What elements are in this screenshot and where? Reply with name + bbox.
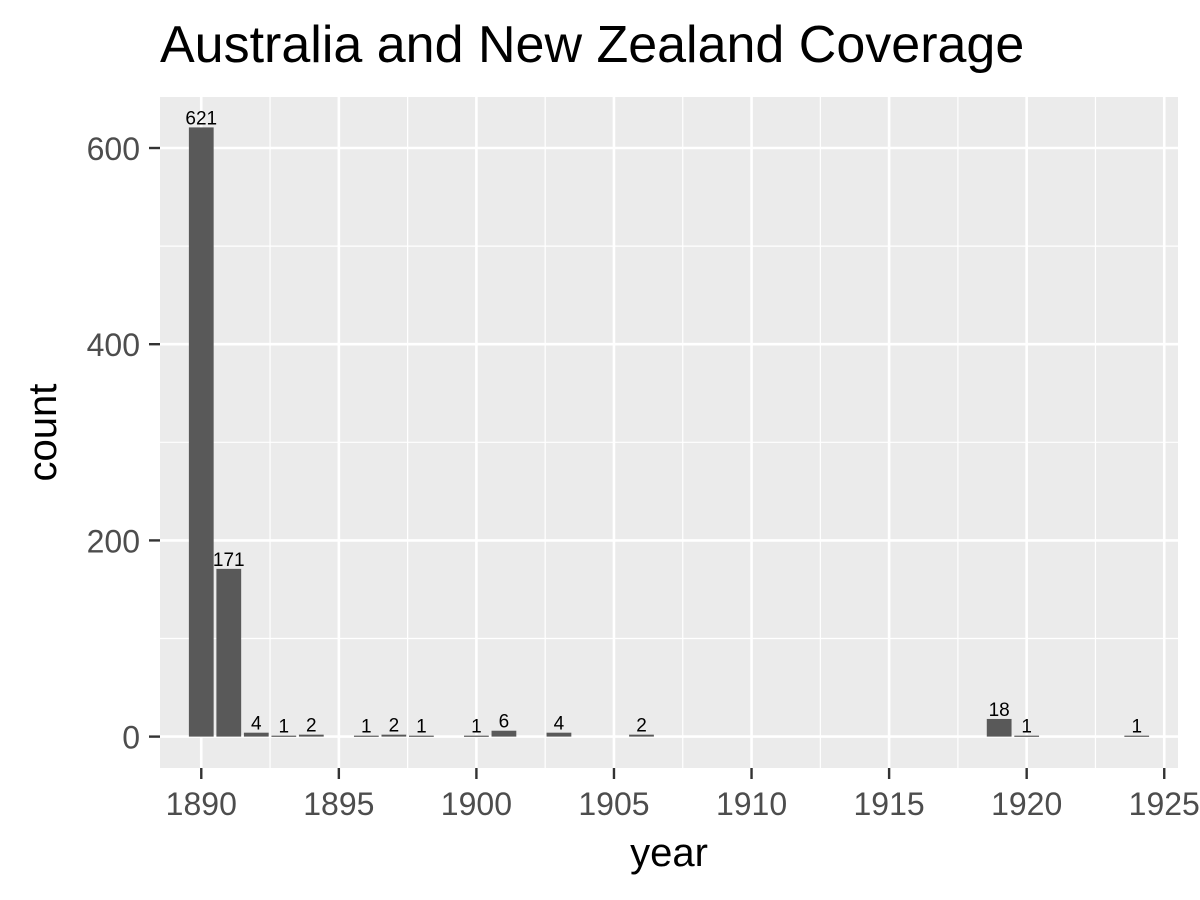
bar-value-label: 1 (361, 717, 372, 738)
bar-value-label: 1 (1131, 717, 1142, 738)
bar-value-label: 2 (389, 716, 400, 737)
y-tick-label: 600 (87, 131, 140, 167)
bar (1124, 735, 1150, 737)
bar (243, 732, 269, 737)
y-axis: 0 200 400 600 (87, 131, 160, 756)
chart-title: Australia and New Zealand Coverage (160, 16, 1024, 74)
x-tick-label: 1905 (578, 786, 649, 822)
bar (629, 734, 654, 737)
bar-value-label: 2 (636, 716, 647, 737)
x-tick-label: 1915 (854, 786, 925, 822)
bar-value-label: 6 (499, 712, 510, 733)
y-tick-label: 400 (87, 327, 140, 363)
bar (464, 735, 489, 737)
bar (381, 734, 407, 737)
x-tick-label: 1910 (716, 786, 787, 822)
x-tick-label: 1890 (166, 786, 237, 822)
bar (1014, 735, 1040, 737)
bar-value-label: 171 (213, 550, 245, 571)
x-axis-title: year (630, 831, 708, 875)
y-tick-label: 0 (122, 720, 140, 756)
bar-value-label: 4 (251, 714, 262, 735)
bar (298, 734, 324, 737)
plot-panel (160, 97, 1178, 768)
bar (986, 718, 1012, 737)
minor-gridlines (160, 97, 1178, 768)
bar (408, 735, 434, 737)
x-tick-label: 1925 (1129, 786, 1200, 822)
bar-value-label: 2 (306, 716, 317, 737)
bar-value-label: 1 (1021, 717, 1032, 738)
bar-value-label: 1 (279, 717, 290, 738)
bar (546, 732, 572, 737)
bar (271, 735, 297, 737)
bar (188, 127, 214, 737)
bar-value-label: 4 (554, 714, 565, 735)
y-axis-title: count (21, 384, 65, 482)
x-tick-label: 1900 (441, 786, 512, 822)
bar (491, 730, 517, 737)
bar-value-label: 1 (471, 717, 482, 738)
bar-value-label: 621 (185, 108, 217, 129)
x-axis: 1890 1895 1900 1905 1910 1915 1920 1925 (166, 768, 1200, 822)
bar (216, 568, 242, 737)
bar-value-label: 1 (416, 717, 427, 738)
bar-value-label: 18 (989, 700, 1010, 721)
x-tick-label: 1920 (991, 786, 1062, 822)
y-tick-label: 200 (87, 523, 140, 559)
x-tick-label: 1895 (303, 786, 374, 822)
bar (353, 735, 379, 737)
bars (188, 127, 1150, 737)
